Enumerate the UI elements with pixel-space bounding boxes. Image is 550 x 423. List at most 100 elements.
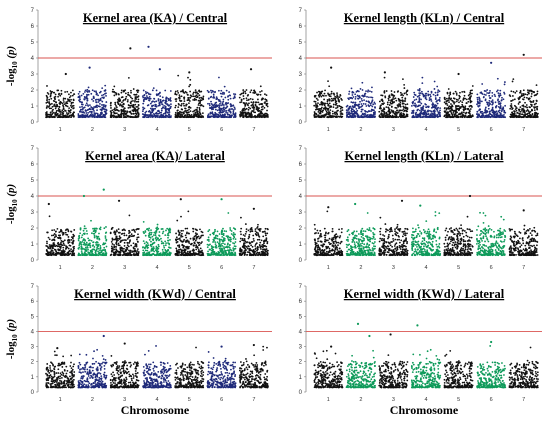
snp-point xyxy=(96,109,98,112)
snp-point xyxy=(430,91,433,94)
snp-point xyxy=(487,105,490,107)
snp-point xyxy=(530,95,533,98)
snp-point xyxy=(242,113,245,115)
snp-point xyxy=(498,95,501,98)
snp-point xyxy=(228,109,230,112)
snp-point xyxy=(113,238,116,241)
snp-point xyxy=(469,101,472,104)
snp-point xyxy=(232,104,235,107)
snp-point xyxy=(248,106,250,109)
snp-point xyxy=(136,250,139,252)
snp-point xyxy=(87,105,90,107)
snp-point xyxy=(241,110,244,113)
snp-point xyxy=(150,229,152,232)
snp-point xyxy=(225,89,228,92)
snp-point xyxy=(436,91,439,94)
snp-point xyxy=(73,111,75,114)
snp-point xyxy=(194,234,197,237)
snp-point xyxy=(420,90,423,93)
snp-point xyxy=(386,116,389,118)
snp-point xyxy=(130,89,132,92)
snp-point xyxy=(122,114,125,117)
snp-point xyxy=(518,97,520,100)
snp-point xyxy=(387,97,390,100)
snp-point xyxy=(444,110,447,113)
snp-point xyxy=(114,233,117,236)
snp-point xyxy=(64,110,67,112)
snp-point xyxy=(85,102,88,105)
snp-point xyxy=(165,108,168,110)
snp-point xyxy=(143,116,146,119)
snp-point xyxy=(169,97,172,99)
snp-point xyxy=(84,227,87,230)
snp-point xyxy=(193,115,196,118)
snp-point xyxy=(159,115,161,117)
snp-point xyxy=(146,116,149,118)
snp-point xyxy=(149,116,152,118)
snp-point xyxy=(137,236,140,239)
snp-point xyxy=(455,92,458,95)
snp-point xyxy=(341,106,344,109)
snp-point xyxy=(257,98,259,101)
snp-point xyxy=(519,113,521,116)
snp-point xyxy=(380,104,382,107)
snp-point xyxy=(189,90,192,93)
snp-point xyxy=(84,89,87,92)
snp-point xyxy=(124,229,126,232)
snp-point xyxy=(152,87,155,89)
snp-point xyxy=(390,106,393,108)
snp-point xyxy=(439,107,442,109)
snp-point xyxy=(259,90,261,93)
peak-snp-point xyxy=(490,61,493,64)
snp-point xyxy=(65,112,68,114)
snp-point xyxy=(70,238,73,241)
snp-point xyxy=(156,223,159,226)
snp-point xyxy=(446,104,449,107)
snp-point xyxy=(61,109,64,112)
snp-point xyxy=(46,96,48,98)
snp-point xyxy=(496,77,499,80)
snp-point xyxy=(102,113,105,116)
snp-point xyxy=(175,100,178,103)
snp-point xyxy=(98,232,100,235)
snp-point xyxy=(452,112,455,114)
snp-point xyxy=(427,115,430,118)
snp-point xyxy=(71,105,74,107)
snp-point xyxy=(161,232,164,235)
snp-point xyxy=(125,239,127,242)
snp-point xyxy=(360,116,362,118)
snp-point xyxy=(461,105,464,108)
snp-point xyxy=(158,231,161,233)
snp-point xyxy=(157,99,160,102)
chromosome-5-points xyxy=(443,85,474,119)
snp-point xyxy=(185,236,188,239)
snp-point xyxy=(254,104,257,107)
snp-point xyxy=(415,98,418,101)
snp-point xyxy=(447,113,450,116)
snp-point xyxy=(66,90,69,93)
snp-point xyxy=(52,243,55,245)
snp-point xyxy=(117,254,120,257)
snp-point xyxy=(319,103,321,106)
snp-point xyxy=(433,88,436,90)
snp-point xyxy=(535,84,538,86)
snp-point xyxy=(385,112,387,115)
snp-point xyxy=(62,250,65,253)
snp-point xyxy=(164,240,167,243)
snp-point xyxy=(497,98,500,101)
snp-point xyxy=(180,116,183,118)
snp-point xyxy=(531,112,534,115)
snp-point xyxy=(488,110,491,113)
snp-point xyxy=(47,254,50,256)
snp-point xyxy=(208,102,211,105)
snp-point xyxy=(158,238,161,241)
chromosome-label: 3 xyxy=(392,127,395,133)
snp-point xyxy=(210,91,213,94)
snp-point xyxy=(66,100,69,103)
snp-point xyxy=(56,236,59,239)
snp-point xyxy=(169,247,172,249)
snp-point xyxy=(101,96,104,99)
snp-point xyxy=(411,110,414,112)
snp-point xyxy=(246,99,248,102)
snp-point xyxy=(181,232,183,235)
